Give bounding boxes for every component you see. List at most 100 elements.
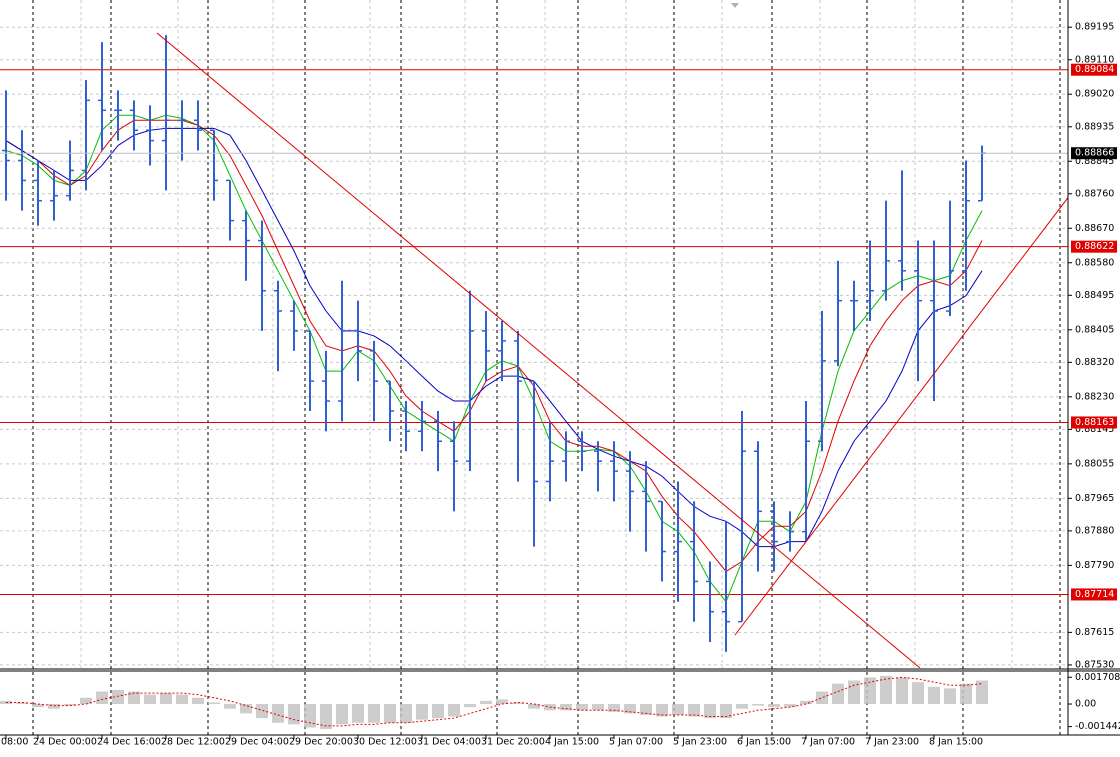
histogram-bar <box>272 704 284 723</box>
y-tick-label: 0.88495 <box>1075 290 1114 301</box>
level-label: 0.89084 <box>1075 64 1114 75</box>
histogram-bar <box>112 689 124 705</box>
histogram-bar <box>560 704 572 711</box>
level-label-box <box>1071 63 1117 76</box>
histogram-bar <box>320 704 332 730</box>
histogram-bar <box>944 688 956 705</box>
shift-marker <box>731 3 739 8</box>
y-tick-label: -0.001442 <box>1075 721 1120 732</box>
histogram-bar <box>240 704 252 714</box>
histogram-bar <box>640 704 652 715</box>
histogram-bar <box>432 704 444 719</box>
histogram-bar <box>592 704 604 711</box>
histogram-bar <box>352 704 364 723</box>
last-price-box <box>1071 147 1117 160</box>
histogram-bar <box>496 699 508 705</box>
histogram-bar <box>384 704 396 723</box>
trend-line <box>156 32 921 668</box>
histogram-bar <box>768 704 780 708</box>
x-tick-label: 5 Jan 23:00 <box>673 737 727 748</box>
y-tick-label: 0.00 <box>1075 699 1096 710</box>
y-tick-label: 0.88760 <box>1075 188 1114 199</box>
histogram-bar <box>96 691 108 705</box>
y-tick-label: 0.87965 <box>1075 493 1114 504</box>
histogram-bar <box>672 704 684 715</box>
oscillator-plot <box>0 675 988 730</box>
y-tick-label: 0.88580 <box>1075 257 1114 268</box>
histogram-bar <box>176 694 188 705</box>
x-tick-label: 28 Dec 12:00 <box>161 737 225 748</box>
x-tick-label: 4 Jan 15:00 <box>545 737 599 748</box>
level-label: 0.87714 <box>1075 589 1114 600</box>
y-tick-label: 0.89110 <box>1075 54 1114 65</box>
x-tick-label: 08:00 <box>1 737 28 748</box>
y-tick-label: 0.87880 <box>1075 525 1114 536</box>
histogram-bar <box>896 677 908 705</box>
x-tick-label: 24 Dec 16:00 <box>97 737 161 748</box>
histogram-bar <box>224 704 236 709</box>
histogram-bar <box>688 704 700 717</box>
y-tick-label: 0.88405 <box>1075 324 1114 335</box>
histogram-bar <box>416 704 428 720</box>
histogram-bar <box>960 683 972 705</box>
histogram-bar <box>400 704 412 723</box>
level-label-box <box>1071 240 1117 253</box>
moving-average <box>5 114 983 603</box>
histogram-bar <box>880 675 892 705</box>
histogram-bar <box>704 704 716 719</box>
histogram-bar <box>848 680 860 705</box>
histogram-bar <box>288 704 300 725</box>
histogram-bar <box>752 704 764 706</box>
histogram-bar <box>128 691 140 705</box>
histogram-bar <box>208 702 220 705</box>
histogram-bar <box>576 704 588 711</box>
price-plot <box>0 35 1068 652</box>
histogram-bar <box>256 704 268 719</box>
x-tick-label: 5 Jan 07:00 <box>609 737 663 748</box>
y-tick-label: 0.001708 <box>1075 672 1120 683</box>
signal-line <box>6 676 983 727</box>
histogram-bar <box>16 702 28 705</box>
histogram-bar <box>144 694 156 705</box>
y-tick-label: 0.87530 <box>1075 659 1114 670</box>
y-tick-label: 0.87615 <box>1075 627 1114 638</box>
histogram-bar <box>368 704 380 723</box>
moving-average <box>5 127 983 548</box>
histogram-bar <box>800 700 812 705</box>
y-tick-label: 0.89020 <box>1075 89 1114 100</box>
histogram-bar <box>976 680 988 705</box>
y-tick-label: 0.87790 <box>1075 560 1114 571</box>
y-tick-label: 0.88055 <box>1075 458 1114 469</box>
x-tick-label: 29 Dec 04:00 <box>225 737 289 748</box>
y-tick-label: 0.88320 <box>1075 357 1114 368</box>
histogram-bar <box>160 693 172 705</box>
trend-line <box>734 196 1068 636</box>
x-tick-label: 8 Jan 15:00 <box>929 737 983 748</box>
x-tick-label: 29 Dec 20:00 <box>289 737 353 748</box>
histogram-bar <box>816 691 828 705</box>
histogram-bar <box>480 700 492 705</box>
histogram-bar <box>736 704 748 709</box>
x-tick-label: 7 Jan 23:00 <box>865 737 919 748</box>
histogram-bar <box>784 704 796 708</box>
level-label: 0.88622 <box>1075 241 1114 252</box>
y-tick-label: 0.88845 <box>1075 156 1114 167</box>
y-tick-label: 0.88670 <box>1075 223 1114 234</box>
histogram-bar <box>48 704 60 709</box>
histogram-bar <box>32 704 44 708</box>
y-tick-label: 0.88145 <box>1075 424 1114 435</box>
grid <box>0 26 1068 666</box>
y-tick-label: 0.88230 <box>1075 391 1114 402</box>
histogram-bar <box>608 704 620 712</box>
level-label: 0.88163 <box>1075 417 1114 428</box>
x-tick-label: 31 Dec 20:00 <box>481 737 545 748</box>
level-label-box <box>1071 416 1117 429</box>
histogram-bar <box>448 704 460 717</box>
y-tick-label: 0.89195 <box>1075 22 1114 33</box>
histogram-bar <box>64 704 76 706</box>
histogram-bar <box>512 702 524 705</box>
x-tick-label: 30 Dec 12:00 <box>353 737 417 748</box>
histogram-bar <box>528 704 540 709</box>
x-tick-label: 7 Jan 07:00 <box>801 737 855 748</box>
